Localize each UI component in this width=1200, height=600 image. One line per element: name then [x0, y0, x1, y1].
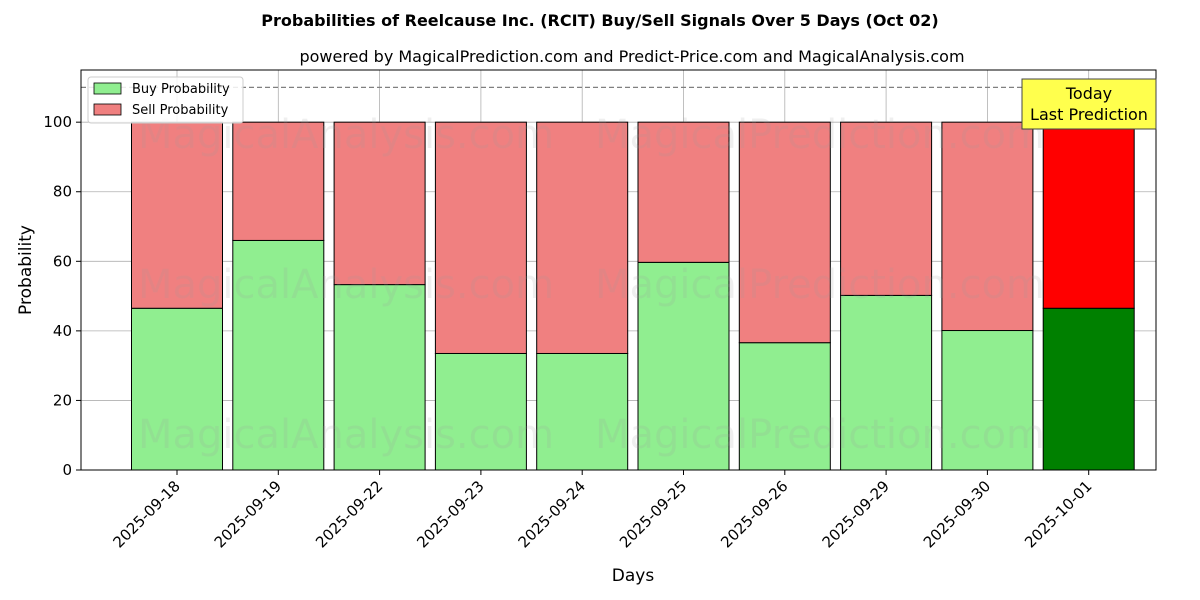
bar-sell — [738, 121, 831, 344]
x-tick-label: 2025-09-29 — [819, 477, 893, 551]
x-tick-label: 2025-09-22 — [312, 477, 386, 551]
bar-sell — [637, 121, 730, 263]
bar-sell — [131, 121, 223, 309]
y-tick-label: 80 — [53, 183, 72, 201]
x-axis-label: Days — [612, 566, 655, 586]
bar-buy — [434, 352, 527, 471]
bar-sell — [232, 121, 325, 241]
bar-buy — [840, 294, 933, 471]
annotation-line1: Today — [1065, 84, 1112, 103]
x-tick-label: 2025-09-30 — [920, 477, 994, 551]
x-tick-label: 2025-09-18 — [109, 477, 183, 551]
plot-frame — [80, 69, 1157, 471]
y-axis-label: Probability — [16, 225, 36, 315]
bar-buy — [738, 342, 831, 471]
bars — [131, 121, 1135, 471]
x-tick-label: 2025-10-01 — [1021, 477, 1095, 551]
bar-sell — [333, 121, 426, 286]
legend-swatch-sell — [93, 103, 122, 116]
y-tick-label: 100 — [43, 113, 72, 131]
bar-buy — [941, 330, 1034, 471]
annotation-line2: Last Prediction — [1030, 105, 1148, 124]
chart-subtitle: powered by MagicalPrediction.com and Pre… — [299, 47, 964, 66]
legend: Buy Probability Sell Probability — [87, 76, 244, 124]
watermark: MagicalPrediction.com — [595, 412, 1045, 458]
bar-buy — [637, 261, 730, 471]
watermark: MagicalAnalysis.com — [138, 412, 554, 458]
bar-sell — [941, 121, 1034, 332]
bar-buy — [131, 307, 223, 471]
legend-label-sell: Sell Probability — [132, 103, 229, 118]
bar-sell — [840, 121, 933, 296]
bar-buy — [333, 284, 426, 471]
x-tick-label: 2025-09-26 — [717, 477, 791, 551]
annotation-box — [1021, 78, 1157, 130]
y-axis: 0 20 40 60 80 100 — [43, 113, 81, 479]
watermark: MagicalAnalysis.com — [138, 262, 554, 308]
x-tick-label: 2025-09-24 — [515, 477, 589, 551]
y-tick-label: 40 — [53, 322, 72, 340]
legend-swatch-buy — [93, 82, 122, 95]
legend-label-buy: Buy Probability — [132, 82, 230, 97]
legend-box — [87, 76, 244, 124]
bar-buy — [1042, 307, 1135, 471]
bar-sell — [434, 121, 527, 354]
bar-buy — [536, 352, 629, 471]
bar-sell — [536, 121, 629, 354]
watermark: MagicalPrediction.com — [595, 262, 1045, 308]
chart-title: Probabilities of Reelcause Inc. (RCIT) B… — [261, 11, 938, 30]
x-axis: 2025-09-18 2025-09-19 2025-09-22 2025-09-23… — [109, 470, 1096, 551]
x-tick-label: 2025-09-25 — [616, 477, 690, 551]
y-tick-label: 0 — [62, 461, 72, 479]
watermark: MagicalPrediction.com — [595, 112, 1045, 158]
y-tick-label: 60 — [53, 252, 72, 270]
x-tick-label: 2025-09-23 — [413, 477, 487, 551]
y-tick-label: 20 — [53, 391, 72, 409]
annotation: Today Last Prediction — [1021, 78, 1157, 130]
bar-sell — [1042, 121, 1135, 309]
x-tick-label: 2025-09-19 — [211, 477, 285, 551]
